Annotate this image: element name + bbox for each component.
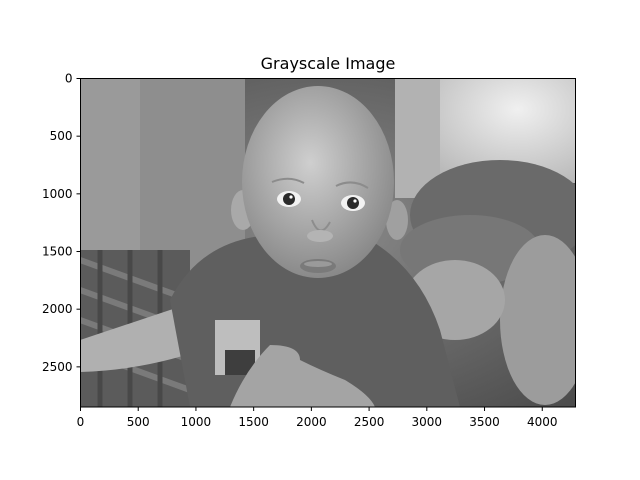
x-tick-label: 2000 [296, 415, 327, 429]
x-tick-label: 1500 [238, 415, 269, 429]
x-tick-label: 3500 [469, 415, 500, 429]
x-tick-label: 4000 [527, 415, 558, 429]
chart-title: Grayscale Image [261, 54, 396, 73]
y-tick-label: 0 [65, 72, 73, 86]
grayscale-photo [80, 78, 576, 407]
y-tick-label: 1500 [42, 245, 73, 259]
x-tick-label: 0 [77, 415, 85, 429]
axes-frame [80, 78, 576, 408]
y-tick-label: 500 [50, 129, 73, 143]
x-tick-label: 500 [127, 415, 150, 429]
x-tick-label: 3000 [412, 415, 443, 429]
y-tick-label: 2500 [42, 360, 73, 374]
y-axis: 0 500 1000 1500 2000 2500 [42, 72, 81, 374]
x-tick-label: 1000 [181, 415, 212, 429]
x-tick-label: 2500 [354, 415, 385, 429]
x-axis: 0 500 1000 1500 2000 2500 3000 3500 4000 [77, 407, 558, 429]
y-tick-label: 2000 [42, 302, 73, 316]
y-tick-label: 1000 [42, 187, 73, 201]
